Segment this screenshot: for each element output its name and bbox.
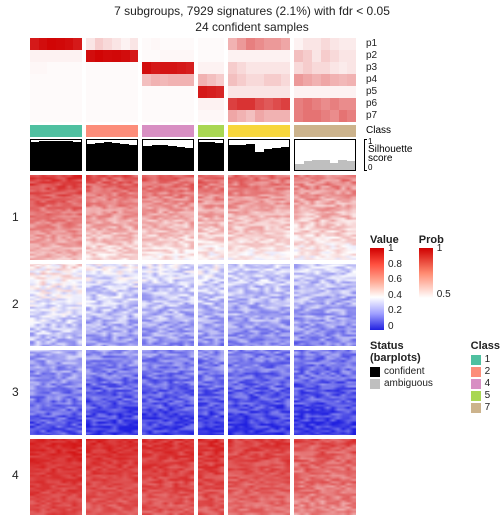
legend-status-title: Status (barplots) — [370, 340, 451, 364]
silhouette-label: Silhouettescore — [368, 145, 412, 163]
legend-value-gradient — [370, 248, 384, 330]
signature-heatmap — [30, 175, 360, 515]
title-line2: 24 confident samples — [0, 20, 504, 34]
title-line1: 7 subgroups, 7929 signatures (2.1%) with… — [0, 4, 504, 18]
row-group-label: 1 — [12, 210, 19, 224]
legend-value-title: Value — [370, 234, 399, 246]
prob-row-label: p5 — [366, 86, 377, 98]
legend-status: Status (barplots) confidentambiguous — [370, 340, 451, 414]
plot-area: p1p2p3p4p5p6p7 Class 10 Silhouettescore … — [30, 38, 360, 496]
prob-row-label: p1 — [366, 38, 377, 50]
row-group-label: 4 — [12, 468, 19, 482]
prob-row-label: p3 — [366, 62, 377, 74]
legend-class: Class 12457 — [471, 340, 500, 414]
prob-row-label: p7 — [366, 110, 377, 122]
legend-prob: Prob 10.5 — [419, 234, 444, 330]
silhouette-barplot — [30, 139, 360, 171]
class-annotation-bar — [30, 125, 360, 137]
prob-row-label: p6 — [366, 98, 377, 110]
prob-row-label: p4 — [366, 74, 377, 86]
row-group-label: 2 — [12, 297, 19, 311]
row-group-label: 3 — [12, 385, 19, 399]
class-annotation-label: Class — [366, 125, 391, 137]
prob-row-label: p2 — [366, 50, 377, 62]
legend-class-title: Class — [471, 340, 500, 352]
legend-value: Value 10.80.60.40.20 — [370, 234, 399, 330]
legend-panel: Value 10.80.60.40.20 Prob 10.5 Status (b… — [370, 234, 500, 424]
prob-labels: p1p2p3p4p5p6p7 — [366, 38, 377, 122]
legend-prob-gradient — [419, 248, 433, 298]
